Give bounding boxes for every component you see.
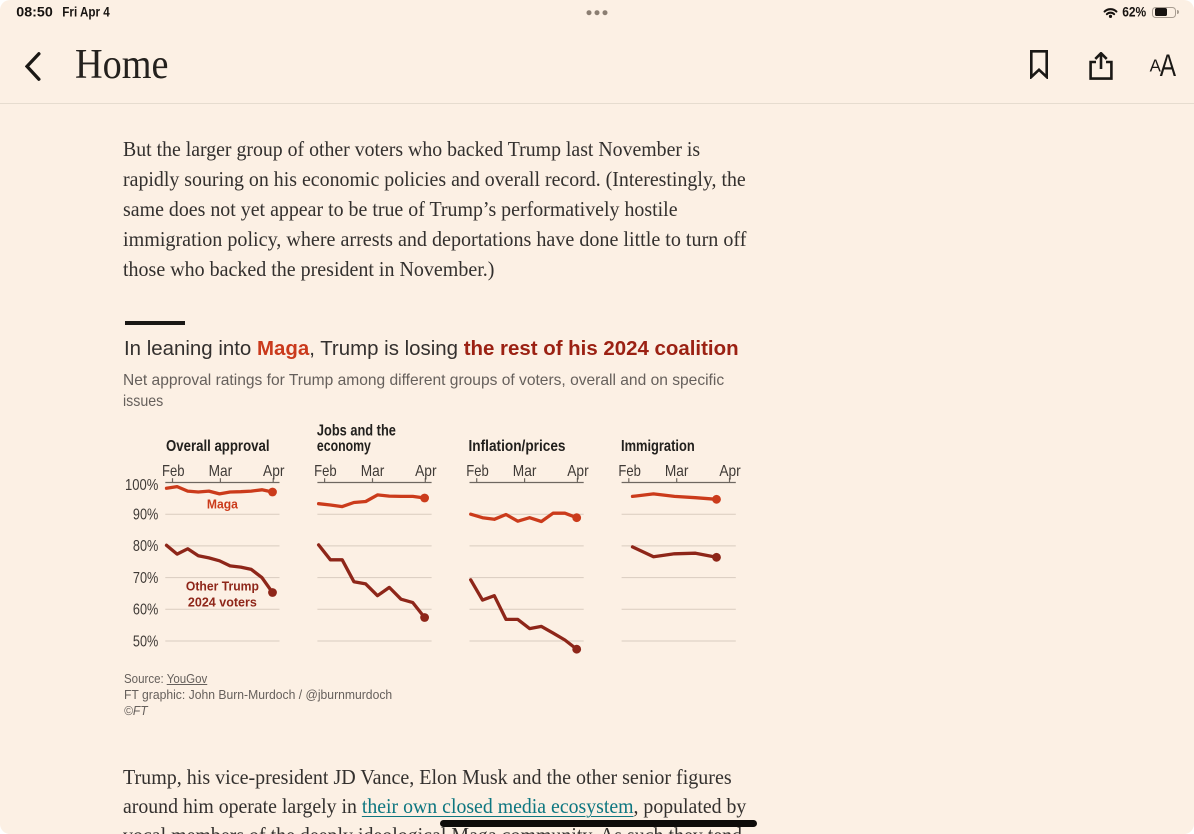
svg-text:Feb: Feb bbox=[162, 463, 185, 480]
svg-text:economy: economy bbox=[317, 438, 371, 455]
svg-text:Feb: Feb bbox=[618, 463, 641, 480]
svg-text:Inflation/prices: Inflation/prices bbox=[469, 438, 566, 455]
svg-text:Overall approval: Overall approval bbox=[166, 438, 270, 455]
svg-text:Maga: Maga bbox=[207, 497, 239, 512]
svg-text:Jobs and the: Jobs and the bbox=[317, 422, 396, 439]
svg-text:Mar: Mar bbox=[513, 463, 537, 480]
svg-text:Apr: Apr bbox=[263, 463, 285, 480]
svg-text:70%: 70% bbox=[133, 570, 158, 587]
svg-text:Other Trump: Other Trump bbox=[186, 579, 259, 594]
svg-text:Immigration: Immigration bbox=[621, 438, 695, 455]
svg-text:60%: 60% bbox=[133, 602, 158, 619]
svg-text:08:50: 08:50 bbox=[16, 5, 53, 20]
svg-text:2024 voters: 2024 voters bbox=[188, 595, 257, 610]
svg-text:80%: 80% bbox=[133, 538, 158, 555]
svg-text:Apr: Apr bbox=[415, 463, 437, 480]
svg-text:90%: 90% bbox=[133, 507, 158, 524]
svg-text:Mar: Mar bbox=[209, 463, 233, 480]
svg-text:Fri Apr 4: Fri Apr 4 bbox=[62, 5, 110, 20]
svg-text:Mar: Mar bbox=[665, 463, 689, 480]
svg-text:Apr: Apr bbox=[719, 463, 741, 480]
svg-text:Apr: Apr bbox=[567, 463, 589, 480]
svg-text:50%: 50% bbox=[133, 633, 158, 650]
svg-text:Mar: Mar bbox=[361, 463, 385, 480]
svg-text:100%: 100% bbox=[125, 477, 158, 494]
svg-text:62%: 62% bbox=[1122, 5, 1146, 20]
svg-text:Feb: Feb bbox=[466, 463, 489, 480]
svg-text:A: A bbox=[1160, 47, 1177, 83]
svg-text:A: A bbox=[1150, 56, 1161, 76]
svg-text:Feb: Feb bbox=[314, 463, 337, 480]
